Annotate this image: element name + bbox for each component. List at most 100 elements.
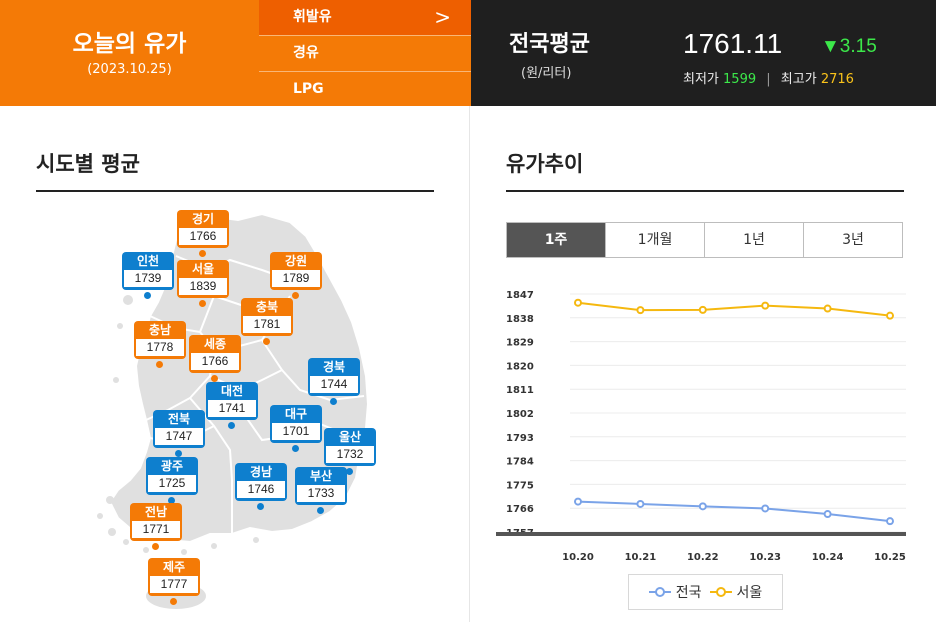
region-tag-chungnam[interactable]: 충남 1778: [134, 321, 186, 368]
title-box: 오늘의 유가 (2023.10.25): [0, 0, 259, 106]
island: [108, 528, 116, 536]
legend-marker-national: [648, 587, 671, 597]
region-tag-jeju[interactable]: 제주 1777: [148, 558, 200, 605]
legend-item-national[interactable]: 전국: [648, 582, 702, 602]
fuel-tab-diesel[interactable]: 경유: [259, 35, 471, 70]
y-tick-label: 1784: [506, 457, 534, 468]
region-price: 1778: [136, 339, 184, 356]
region-dot: [144, 292, 151, 299]
region-price: 1771: [132, 521, 180, 538]
region-tag-chungbuk[interactable]: 충북 1781: [241, 298, 293, 345]
max-label: 최고가: [780, 72, 817, 87]
region-tag-sejong[interactable]: 세종 1766: [189, 335, 241, 382]
region-tag-seoul[interactable]: 서울 1839: [177, 260, 229, 307]
x-tick-label: 10.25: [874, 552, 906, 563]
region-dot: [317, 507, 324, 514]
region-price: 1744: [310, 376, 358, 393]
region-tag-busan[interactable]: 부산 1733: [295, 467, 347, 514]
island: [113, 377, 119, 383]
series-line-seoul: [577, 301, 891, 317]
min-label: 최저가: [683, 72, 719, 87]
island: [123, 539, 129, 545]
region-tag-gwangju[interactable]: 광주 1725: [146, 457, 198, 504]
data-point: [761, 504, 770, 513]
y-tick-label: 1802: [506, 409, 534, 420]
tab-1-year[interactable]: 1년: [704, 223, 803, 257]
y-tick-label: 1811: [506, 385, 534, 396]
region-price: 1701: [272, 423, 320, 440]
data-point: [574, 497, 582, 506]
island: [181, 549, 187, 555]
region-name: 대구: [284, 407, 308, 421]
region-price: 1839: [179, 278, 227, 295]
region-name: 제주: [162, 560, 186, 574]
region-tag-gyeongbuk[interactable]: 경북 1744: [308, 358, 360, 405]
island: [117, 323, 123, 329]
region-tag-incheon[interactable]: 인천 1739: [122, 252, 174, 299]
fuel-tab-gasoline[interactable]: 휘발유 >: [259, 0, 471, 35]
tab-1-month[interactable]: 1개월: [605, 223, 704, 257]
region-tag-daegu[interactable]: 대구 1701: [270, 405, 322, 452]
data-point: [698, 502, 707, 511]
data-point: [636, 499, 645, 508]
legend-item-seoul[interactable]: 서울: [709, 582, 763, 602]
max-value: 2716: [820, 72, 854, 87]
region-dot: [346, 468, 353, 475]
fuel-tab-label: 휘발유: [293, 9, 332, 25]
region-name: 전북: [167, 412, 191, 426]
price-change: ▼3.15: [821, 36, 877, 57]
korea-map: 경기 1766 인천 1739 서울 1839 강원 1789 충북 1781 충남 177…: [0, 200, 469, 622]
island: [211, 543, 217, 549]
trend-title: 유가추이: [506, 152, 584, 176]
x-tick-label: 10.24: [812, 552, 844, 563]
region-name: 강원: [284, 254, 308, 268]
region-tag-jeonnam[interactable]: 전남 1771: [130, 503, 182, 550]
region-dot: [199, 300, 206, 307]
region-dot: [330, 398, 337, 405]
data-point: [698, 305, 707, 314]
island: [143, 547, 149, 553]
region-dot: [156, 361, 163, 368]
region-name: 충남: [148, 323, 172, 337]
legend-label: 서울: [736, 585, 763, 601]
legend-label: 전국: [675, 585, 702, 601]
fuel-menu: 휘발유 > 경유 LPG: [259, 0, 471, 106]
y-tick-label: 1838: [506, 314, 534, 325]
region-dot: [292, 292, 299, 299]
series-line-national: [577, 500, 891, 523]
price-trend-chart: 1847 1838 1829 1820 1811 1802 1793 1784 1775 1766…: [496, 290, 906, 563]
region-dot: [257, 503, 264, 510]
x-tick-label: 10.23: [749, 552, 781, 563]
region-name: 서울: [191, 262, 215, 276]
region-price: 1732: [326, 446, 374, 463]
tab-3-years[interactable]: 3년: [803, 223, 902, 257]
national-average: 1761.11: [683, 28, 783, 59]
region-tag-ulsan[interactable]: 울산 1732: [324, 428, 376, 475]
period-tabs: 1주 1개월 1년 3년: [506, 222, 903, 258]
y-tick-label: 1847: [506, 290, 534, 301]
region-tag-jeonbuk[interactable]: 전북 1747: [153, 410, 205, 457]
region-dot: [263, 338, 270, 345]
region-tag-gyeonggi[interactable]: 경기 1766: [177, 210, 229, 257]
region-name: 경북: [322, 360, 346, 374]
region-name: 대전: [220, 384, 244, 398]
data-point: [636, 306, 645, 315]
chart-legend: 전국 서울: [628, 574, 783, 610]
region-price: 1739: [124, 270, 172, 287]
tab-1-week[interactable]: 1주: [507, 223, 605, 257]
page-title: 오늘의 유가: [72, 31, 187, 57]
region-price: 1733: [297, 485, 345, 502]
y-tick-label: 1820: [506, 361, 534, 372]
region-dot: [175, 450, 182, 457]
region-dot: [152, 543, 159, 550]
region-tag-gangwon[interactable]: 강원 1789: [270, 252, 322, 299]
data-point: [574, 298, 582, 307]
region-name: 광주: [160, 459, 184, 473]
region-dot: [170, 598, 177, 605]
min-value: 1599: [723, 72, 757, 87]
fuel-tab-lpg[interactable]: LPG: [259, 71, 471, 106]
region-tag-gyeongnam[interactable]: 경남 1746: [235, 463, 287, 510]
region-tag-daejeon[interactable]: 대전 1741: [206, 382, 258, 429]
x-tick-label: 10.22: [687, 552, 719, 563]
price-range: 최저가 1599 | 최고가 2716: [683, 68, 854, 87]
